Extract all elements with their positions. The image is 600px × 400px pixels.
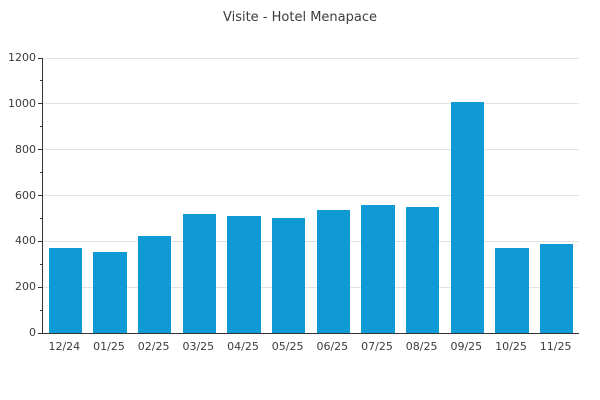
y-axis-major-tick	[38, 240, 42, 242]
y-axis-minor-tick	[40, 263, 42, 265]
chart-title: Visite - Hotel Menapace	[222, 10, 377, 25]
plot-area	[38, 57, 579, 334]
y-axis-major-tick	[38, 57, 42, 59]
x-axis-labels: 12/24 01/25 02/25 03/25 04/25 05/25 06/25 07/25…	[42, 340, 578, 354]
x-axis-tick-label: 04/25	[227, 340, 259, 353]
x-axis-tick-label: 05/25	[271, 340, 304, 353]
x-axis-tick-label: 02/25	[137, 340, 170, 353]
y-axis-minor-tick	[40, 309, 42, 311]
y-axis-minor-tick	[40, 80, 42, 82]
bar-03-25	[182, 213, 217, 333]
bar-02-25	[137, 235, 172, 333]
x-axis-tick-label: 09/25	[450, 340, 483, 353]
x-axis-tick-label: 08/25	[405, 340, 438, 353]
gridline	[43, 57, 579, 59]
bar-09-25	[450, 101, 485, 333]
bar-01-25	[93, 251, 127, 333]
gridline	[43, 195, 579, 196]
y-axis-tick-label: 200	[15, 280, 36, 294]
y-axis-tick-label: 0	[29, 326, 36, 339]
bar-05-25	[271, 218, 306, 333]
gridline	[43, 149, 579, 151]
y-axis-minor-tick	[40, 126, 42, 128]
y-axis-tick-label: 1000	[8, 96, 36, 110]
x-axis-tick-label: 03/25	[182, 340, 215, 353]
bar-06-25	[316, 210, 351, 333]
x-axis-tick-label: 06/25	[316, 340, 349, 353]
bar-07-25	[361, 204, 395, 333]
y-axis-major-tick	[38, 149, 42, 151]
y-axis-major-tick	[38, 103, 42, 105]
y-axis-tick-label: 1200	[8, 51, 36, 64]
bar-12-24	[48, 248, 83, 333]
x-axis-tick-label: 10/25	[495, 340, 527, 353]
y-axis-minor-tick	[40, 217, 42, 219]
y-axis-tick-label: 800	[15, 142, 36, 156]
x-axis-tick-label: 01/25	[93, 340, 125, 353]
bar-10-25	[495, 248, 529, 333]
gridline	[43, 240, 579, 242]
bar-11-25	[539, 243, 574, 333]
bar-08-25	[405, 206, 440, 333]
y-axis-tick-label: 600	[15, 188, 36, 202]
gridline	[43, 286, 579, 288]
x-axis-tick-label: 11/25	[539, 340, 572, 353]
y-axis-major-tick	[38, 195, 42, 196]
gridline	[43, 103, 579, 105]
x-axis-tick-label: 12/24	[48, 340, 81, 353]
y-axis-minor-tick	[40, 172, 42, 174]
y-axis-major-tick	[38, 332, 42, 334]
bar-04-25	[227, 216, 261, 333]
y-axis-major-tick	[38, 286, 42, 288]
y-axis-tick-label: 400	[15, 234, 36, 248]
y-axis-labels: 0 200 400 600 800 1000 1200	[0, 52, 36, 339]
x-axis-tick-label: 07/25	[361, 340, 393, 353]
